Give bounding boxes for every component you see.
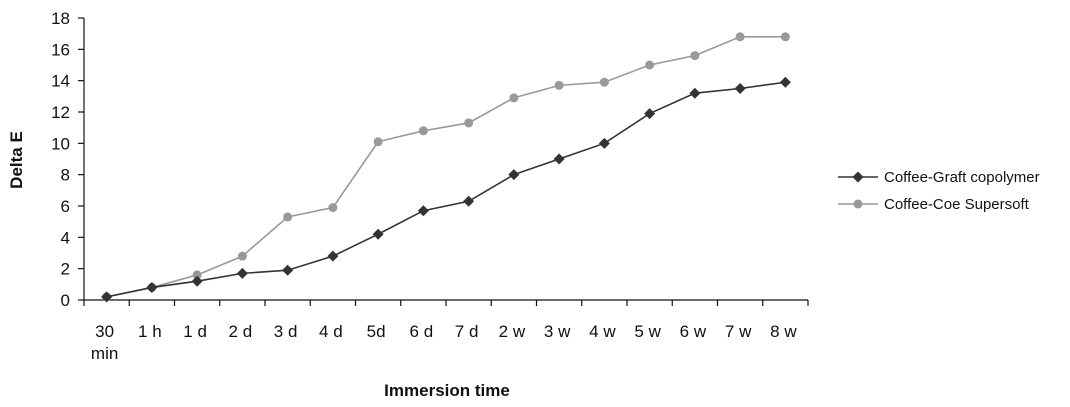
x-tick-label-line: 7 w <box>725 322 752 341</box>
data-point <box>690 51 700 61</box>
x-tick-label: 3 d <box>274 322 298 341</box>
data-point <box>283 212 293 222</box>
data-point <box>689 87 701 99</box>
legend-label: Coffee-Graft copolymer <box>884 169 1040 186</box>
series-group <box>101 76 791 303</box>
x-tick-label: 1 d <box>183 322 207 341</box>
x-tick-label: 6 w <box>680 322 707 341</box>
x-tick-label: 7 d <box>455 322 479 341</box>
data-point <box>779 76 791 88</box>
x-tick-label: 4 d <box>319 322 343 341</box>
ticks-layer: 0 2 4 6 8 10 12 14 16 18 30 min 1 h 1 d 2 d 3 d 4 d 5d 6 d… <box>51 9 809 363</box>
y-tick-label: 10 <box>51 134 70 153</box>
data-point <box>417 205 429 217</box>
legend: Coffee-Graft copolymer Coffee-Coe Superso… <box>838 169 1040 213</box>
data-point <box>508 169 520 181</box>
data-point <box>645 60 655 70</box>
y-tick-label: 4 <box>61 228 70 247</box>
legend-marker <box>852 171 864 183</box>
x-tick-label: 4 w <box>589 322 616 341</box>
y-axis-title: Delta E <box>7 131 26 189</box>
y-tick-label: 8 <box>61 166 70 185</box>
data-point <box>373 137 383 147</box>
x-tick-label-line: 2 d <box>229 322 253 341</box>
x-tick-label-line: 2 w <box>499 322 526 341</box>
series-group <box>102 32 790 302</box>
data-point <box>418 126 428 136</box>
x-tick-label-line: 1 d <box>183 322 207 341</box>
y-tick-label: 16 <box>51 40 70 59</box>
x-tick-label-line: 4 d <box>319 322 343 341</box>
data-point <box>554 80 564 90</box>
data-point <box>327 250 339 262</box>
x-tick-label-line: 30 <box>95 322 114 341</box>
series-line <box>106 35 786 298</box>
x-tick-label-line: 7 d <box>455 322 479 341</box>
x-tick-label-line: 6 d <box>410 322 434 341</box>
data-point <box>780 32 790 42</box>
x-tick-label-line: 8 w <box>770 322 797 341</box>
data-point <box>509 93 519 103</box>
data-point <box>236 267 248 279</box>
y-tick-label: 2 <box>61 260 70 279</box>
data-point <box>191 275 203 287</box>
data-point <box>553 153 565 165</box>
x-axis-title: Immersion time <box>384 381 510 400</box>
legend-label: Coffee-Coe Supersoft <box>884 196 1030 213</box>
series-layer <box>101 32 791 303</box>
data-point <box>192 270 202 280</box>
y-tick-label: 12 <box>51 103 70 122</box>
x-tick-label-line: 4 w <box>589 322 616 341</box>
data-point <box>598 137 610 149</box>
data-point <box>734 83 746 94</box>
x-tick-label-line: 3 d <box>274 322 298 341</box>
x-tick-label: 5 w <box>634 322 661 341</box>
data-point <box>463 195 475 207</box>
data-point <box>328 203 338 213</box>
y-tick-label: 14 <box>51 72 70 91</box>
legend-marker <box>853 199 863 209</box>
series-line <box>106 81 786 298</box>
data-point <box>599 77 609 87</box>
data-point <box>372 228 384 240</box>
x-tick-label-line: 3 w <box>544 322 571 341</box>
legend-item: Coffee-Graft copolymer <box>838 169 1040 186</box>
x-tick-label: 3 w <box>544 322 571 341</box>
y-tick-label: 6 <box>61 197 70 216</box>
legend-item: Coffee-Coe Supersoft <box>838 196 1030 213</box>
x-tick-label: 6 d <box>410 322 434 341</box>
x-tick-label: 2 d <box>229 322 253 341</box>
x-tick-label: 1 h <box>138 322 162 341</box>
data-point <box>464 118 474 128</box>
x-tick-label-line: 6 w <box>680 322 707 341</box>
data-point <box>237 251 247 261</box>
x-tick-label-line: 5 w <box>634 322 661 341</box>
axes-layer <box>83 18 808 301</box>
data-point <box>282 264 294 276</box>
x-tick-label: 30 min <box>91 322 118 363</box>
data-point <box>101 291 113 303</box>
x-tick-label: 7 w <box>725 322 752 341</box>
y-tick-label: 0 <box>61 291 70 310</box>
x-tick-label: 2 w <box>499 322 526 341</box>
data-point <box>146 281 158 293</box>
x-tick-label-line: 1 h <box>138 322 162 341</box>
data-point <box>644 108 656 120</box>
x-tick-label: 5d <box>367 322 386 341</box>
data-point <box>735 32 745 42</box>
x-tick-label: 8 w <box>770 322 797 341</box>
y-tick-label: 18 <box>51 9 70 28</box>
x-tick-label-line: min <box>91 344 118 363</box>
x-tick-label-line: 5d <box>367 322 386 341</box>
